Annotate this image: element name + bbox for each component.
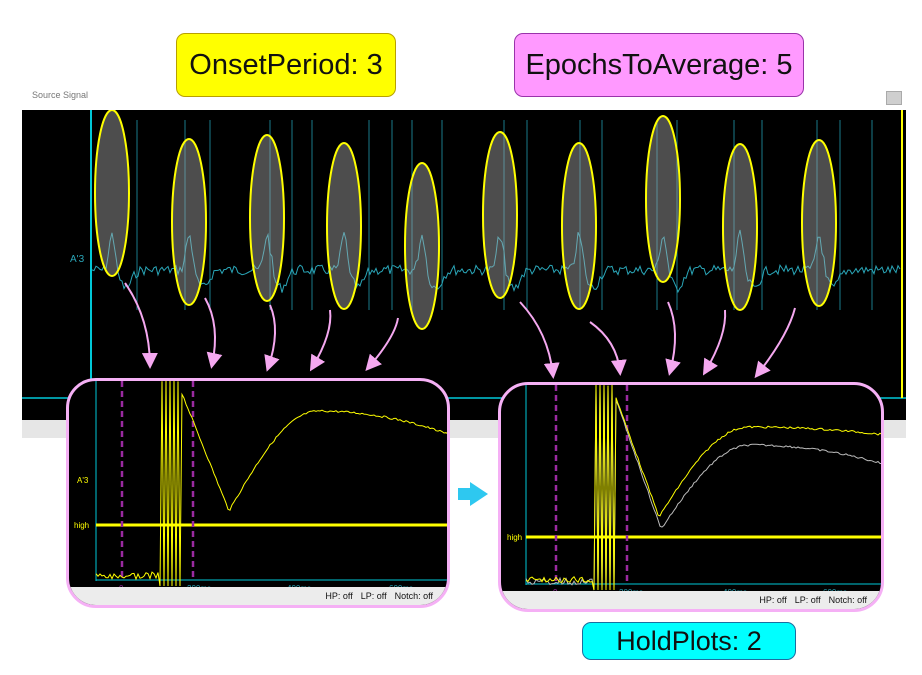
- left-notch-status: Notch: off: [394, 591, 433, 601]
- left-average-trace: [95, 381, 447, 587]
- signal-trace: [91, 229, 901, 294]
- right-average-trace: [525, 385, 881, 591]
- source-signal-window: A'3: [22, 110, 906, 420]
- epoch-highlight-ellipse: [722, 143, 758, 311]
- onset-period-callout: OnsetPeriod: 3: [176, 33, 396, 97]
- left-average-plot-panel: A'3 high 0 200ms 400ms 600ms HP: off LP:…: [66, 378, 450, 608]
- epoch-highlight-ellipse: [249, 134, 285, 302]
- right-hp-status: HP: off: [759, 595, 787, 605]
- epoch-highlight-ellipse: [801, 139, 837, 307]
- window-button[interactable]: [886, 91, 902, 105]
- epoch-highlight-ellipse: [482, 131, 518, 299]
- epoch-highlight-ellipse: [326, 142, 362, 310]
- epoch-highlight-ellipse: [171, 138, 207, 306]
- left-channel-label: A'3: [77, 476, 89, 485]
- epoch-highlight-ellipse: [645, 115, 681, 283]
- right-average-plot: high 0 200ms 400ms 600ms: [507, 385, 881, 597]
- right-notch-status: Notch: off: [828, 595, 867, 605]
- right-threshold-label: high: [507, 533, 522, 542]
- right-lp-status: LP: off: [794, 595, 821, 605]
- hold-plots-callout: HoldPlots: 2: [582, 622, 796, 660]
- left-threshold-label: high: [74, 521, 89, 530]
- right-held-trace: [525, 386, 881, 591]
- signal-plot: A'3: [22, 110, 906, 420]
- left-filter-status-bar: HP: off LP: off Notch: off: [69, 587, 447, 605]
- left-lp-status: LP: off: [360, 591, 387, 601]
- epoch-highlights: [94, 110, 837, 330]
- channel-label: A'3: [70, 254, 85, 265]
- right-filter-status-bar: HP: off LP: off Notch: off: [501, 591, 881, 609]
- right-average-plot-panel: high 0 200ms 400ms 600ms HP: off LP: off…: [498, 382, 884, 612]
- epoch-highlight-ellipse: [94, 110, 130, 277]
- right-arrow-icon: [458, 482, 488, 506]
- epoch-highlight-ellipse: [561, 142, 597, 310]
- source-signal-title: Source Signal: [32, 90, 89, 100]
- left-average-plot: A'3 high 0 200ms 400ms 600ms: [74, 381, 447, 593]
- left-hp-status: HP: off: [325, 591, 353, 601]
- epoch-highlight-ellipse: [404, 162, 440, 330]
- epochs-to-average-callout: EpochsToAverage: 5: [514, 33, 804, 97]
